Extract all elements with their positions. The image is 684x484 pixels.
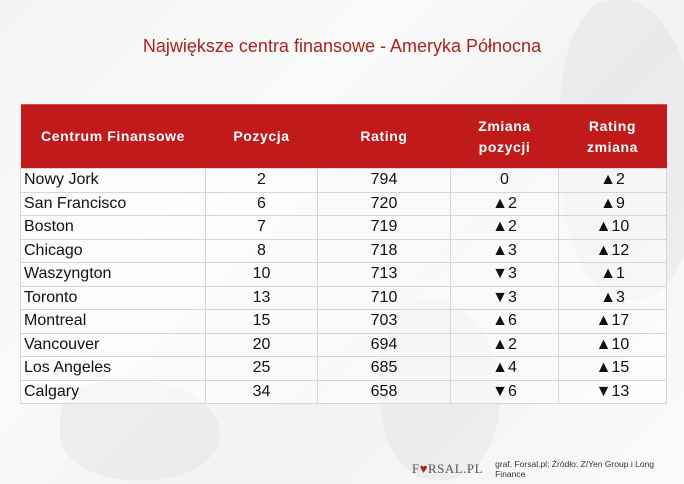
cell-pozycja: 34 (205, 379, 318, 404)
triangle-up-icon: ▲ (595, 218, 612, 236)
cell-zmiana-pozycji: ▼3 (450, 285, 559, 310)
cell-rating-zmiana: ▲3 (558, 285, 667, 310)
cell-zmiana-pozycji: 0 (450, 168, 559, 193)
triangle-up-icon: ▲ (492, 335, 508, 353)
table-row: Toronto 13 710 ▼3 ▲3 (20, 285, 667, 310)
triangle-down-icon: ▼ (595, 382, 612, 400)
cell-rating-zmiana: ▲17 (558, 309, 667, 334)
cell-rating-zmiana: ▲9 (558, 191, 667, 216)
triangle-up-icon: ▲ (595, 335, 612, 353)
header-rating-zmiana: Rating zmiana (558, 104, 667, 169)
cell-centrum: Chicago (20, 238, 206, 263)
triangle-down-icon: ▼ (492, 265, 508, 283)
cell-rating: 694 (317, 332, 451, 357)
table-row: Chicago 8 718 ▲3 ▲12 (20, 238, 667, 263)
cell-zmiana-pozycji: ▼6 (450, 379, 559, 404)
cell-pozycja: 10 (205, 262, 318, 287)
header-pozycja: Pozycja (205, 104, 318, 169)
cell-rating-zmiana: ▼13 (558, 379, 667, 404)
cell-rating-zmiana: ▲2 (558, 168, 667, 193)
table-row: Los Angeles 25 685 ▲4 ▲15 (20, 356, 667, 381)
triangle-up-icon: ▲ (492, 359, 508, 377)
cell-pozycja: 8 (205, 238, 318, 263)
cell-rating: 685 (317, 356, 451, 381)
triangle-up-icon: ▲ (600, 288, 616, 306)
cell-rating-zmiana: ▲10 (558, 215, 667, 240)
table-row: San Francisco 6 720 ▲2 ▲9 (20, 191, 667, 216)
cell-centrum: Calgary (20, 379, 206, 404)
heart-icon: ♥ (419, 461, 428, 476)
cell-rating-zmiana: ▲1 (558, 262, 667, 287)
cell-pozycja: 2 (205, 168, 318, 193)
cell-centrum: Montreal (20, 309, 206, 334)
triangle-up-icon: ▲ (492, 241, 508, 259)
financial-centers-table: Centrum Finansowe Pozycja Rating Zmiana p… (20, 104, 667, 404)
page-title: Największe centra finansowe - Ameryka Pó… (142, 36, 542, 56)
triangle-up-icon: ▲ (492, 312, 508, 330)
table-row: Vancouver 20 694 ▲2 ▲10 (20, 332, 667, 357)
cell-centrum: Boston (20, 215, 206, 240)
cell-zmiana-pozycji: ▼3 (450, 262, 559, 287)
table-row: Boston 7 719 ▲2 ▲10 (20, 215, 667, 240)
triangle-up-icon: ▲ (595, 241, 612, 259)
cell-zmiana-pozycji: ▲3 (450, 238, 559, 263)
table-row: Calgary 34 658 ▼6 ▼13 (20, 379, 667, 404)
table-header-row: Centrum Finansowe Pozycja Rating Zmiana p… (20, 104, 667, 169)
cell-pozycja: 6 (205, 191, 318, 216)
cell-rating: 720 (317, 191, 451, 216)
triangle-up-icon: ▲ (595, 312, 612, 330)
cell-centrum: Nowy Jork (20, 168, 206, 193)
header-rating: Rating (317, 104, 451, 169)
forsal-logo: F♥RSAL.PL (412, 461, 484, 476)
table-row: Nowy Jork 2 794 0 ▲2 (20, 168, 667, 193)
cell-centrum: Toronto (20, 285, 206, 310)
cell-pozycja: 25 (205, 356, 318, 381)
cell-centrum: Vancouver (20, 332, 206, 357)
triangle-up-icon: ▲ (492, 218, 508, 236)
cell-pozycja: 13 (205, 285, 318, 310)
cell-rating: 703 (317, 309, 451, 334)
cell-rating: 719 (317, 215, 451, 240)
cell-rating: 658 (317, 379, 451, 404)
cell-rating: 710 (317, 285, 451, 310)
cell-rating-zmiana: ▲12 (558, 238, 667, 263)
triangle-up-icon: ▲ (595, 359, 612, 377)
cell-rating-zmiana: ▲15 (558, 356, 667, 381)
header-centrum: Centrum Finansowe (20, 104, 206, 169)
cell-rating: 713 (317, 262, 451, 287)
cell-rating: 794 (317, 168, 451, 193)
triangle-up-icon: ▲ (600, 265, 616, 283)
cell-pozycja: 7 (205, 215, 318, 240)
table-row: Montreal 15 703 ▲6 ▲17 (20, 309, 667, 334)
cell-centrum: San Francisco (20, 191, 206, 216)
cell-pozycja: 15 (205, 309, 318, 334)
cell-centrum: Los Angeles (20, 356, 206, 381)
source-note: graf. Forsal.pl; Źródło: Z/Yen Group i L… (495, 459, 655, 479)
header-zmiana-pozycji: Zmiana pozycji (450, 104, 559, 169)
cell-zmiana-pozycji: ▲6 (450, 309, 559, 334)
cell-rating-zmiana: ▲10 (558, 332, 667, 357)
cell-centrum: Waszyngton (20, 262, 206, 287)
cell-pozycja: 20 (205, 332, 318, 357)
triangle-down-icon: ▼ (492, 382, 508, 400)
triangle-up-icon: ▲ (492, 194, 508, 212)
triangle-up-icon: ▲ (600, 194, 616, 212)
table-row: Waszyngton 10 713 ▼3 ▲1 (20, 262, 667, 287)
footer: F♥RSAL.PL graf. Forsal.pl; Źródło: Z/Yen… (412, 459, 684, 479)
cell-zmiana-pozycji: ▲4 (450, 356, 559, 381)
cell-zmiana-pozycji: ▲2 (450, 191, 559, 216)
cell-zmiana-pozycji: ▲2 (450, 215, 559, 240)
triangle-down-icon: ▼ (492, 288, 508, 306)
cell-rating: 718 (317, 238, 451, 263)
cell-zmiana-pozycji: ▲2 (450, 332, 559, 357)
triangle-up-icon: ▲ (600, 171, 616, 189)
